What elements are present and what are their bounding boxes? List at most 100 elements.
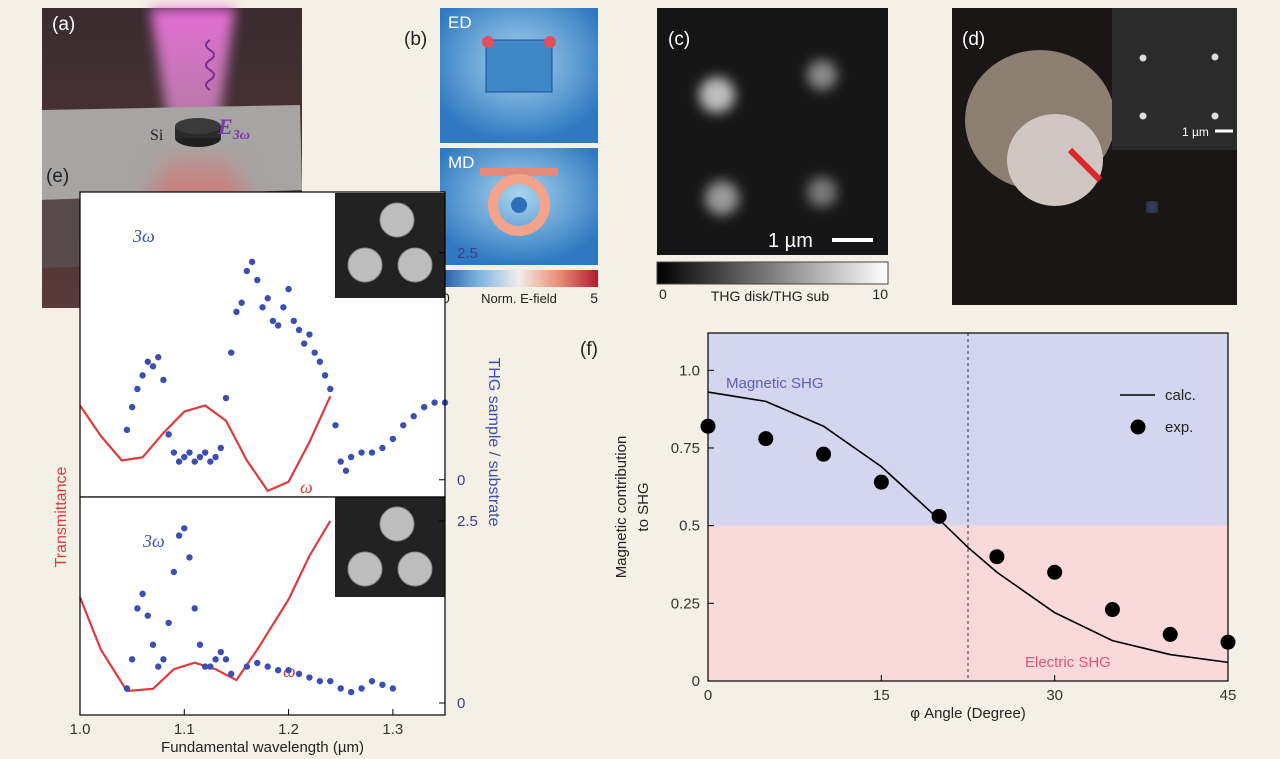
- data-point: [321, 372, 329, 379]
- data-point: [238, 299, 245, 306]
- data-point: [347, 453, 355, 461]
- lens: [1007, 114, 1103, 206]
- plot-frame: [79, 496, 446, 716]
- x-tick-label: 45: [1220, 687, 1237, 704]
- scalebar-label: 1 µm: [1182, 125, 1209, 139]
- data-point: [155, 354, 162, 361]
- legend-label: calc.: [1165, 387, 1196, 404]
- data-point: [128, 656, 136, 663]
- data-point: [222, 656, 230, 663]
- colorbar-max: 10: [872, 286, 888, 302]
- data-point: [873, 474, 889, 490]
- x-tick-label: 1.1: [174, 721, 195, 738]
- sem-disk: [379, 506, 415, 542]
- data-point: [149, 363, 157, 370]
- data-point: [311, 349, 318, 356]
- x-tick-label: 0: [704, 687, 712, 704]
- legend-swatch: [1130, 419, 1146, 435]
- data-point: [306, 331, 313, 338]
- data-point: [212, 453, 219, 461]
- data-point: [175, 458, 183, 465]
- data-point: [274, 667, 282, 674]
- data-point: [368, 449, 376, 456]
- si-disk-top: [175, 118, 221, 134]
- y-axis-label: to SHG: [635, 482, 652, 531]
- data-point: [400, 422, 407, 429]
- region-label: Magnetic SHG: [726, 375, 824, 392]
- colorbar-label: Norm. E-field: [481, 291, 557, 306]
- data-point: [175, 532, 183, 539]
- y-tick-label: 0.75: [671, 440, 700, 457]
- panel-label: (a): [52, 14, 75, 35]
- data-point: [285, 285, 292, 293]
- data-point: [155, 663, 162, 670]
- sem-disk: [347, 551, 383, 587]
- data-point: [222, 394, 230, 402]
- series-label: 3ω: [142, 531, 165, 551]
- data-point: [254, 276, 261, 284]
- data-point: [160, 656, 167, 663]
- data-point: [144, 612, 151, 619]
- y2-tick-label: 0: [457, 695, 465, 712]
- data-point: [228, 349, 235, 356]
- x-tick-label: 1.3: [382, 721, 403, 738]
- data-point: [301, 340, 308, 347]
- ed-core: [485, 39, 553, 93]
- data-point: [285, 667, 292, 674]
- data-point: [123, 685, 131, 692]
- data-point: [217, 648, 224, 656]
- data-point: [248, 258, 256, 266]
- plot-frame: [707, 332, 1229, 682]
- data-point: [280, 304, 287, 311]
- output-field: E3ω: [217, 114, 250, 143]
- data-point: [181, 453, 188, 461]
- data-point: [170, 568, 178, 576]
- y-tick-label: 0.5: [679, 518, 700, 535]
- data-point: [420, 403, 428, 411]
- map-label: ED: [448, 13, 472, 32]
- wave: [205, 39, 215, 91]
- data-point: [358, 449, 365, 456]
- data-point: [201, 663, 209, 670]
- y2-tick-label: 2.5: [457, 513, 478, 530]
- panel-b: (b) ED MD 0 Norm. E-field 5: [404, 8, 598, 306]
- data-point: [337, 458, 344, 465]
- series-line: [79, 395, 332, 493]
- data-point: [139, 372, 146, 379]
- colorbar-min: 0: [442, 290, 450, 306]
- x-axis-label: Fundamental wavelength (µm): [161, 739, 364, 756]
- region-label: Electric SHG: [1025, 654, 1111, 671]
- data-point: [269, 317, 277, 325]
- colorbar-label: THG disk/THG sub: [711, 288, 829, 304]
- data-point: [327, 677, 334, 685]
- data-point: [264, 663, 271, 670]
- data-point: [128, 403, 136, 411]
- data-point: [139, 590, 146, 598]
- data-point: [295, 326, 303, 334]
- x-tick-label: 15: [873, 687, 890, 704]
- data-point: [207, 663, 214, 670]
- inset: [1112, 8, 1237, 150]
- legend-label: exp.: [1165, 419, 1193, 436]
- panel-label: (e): [46, 166, 69, 187]
- data-point: [264, 295, 271, 302]
- y-axis-label: Magnetic contribution: [613, 436, 630, 579]
- data-point: [389, 685, 397, 692]
- map-label: MD: [448, 153, 474, 172]
- data-point: [170, 449, 178, 456]
- data-point: [186, 554, 193, 561]
- disk: [1139, 112, 1147, 120]
- data-point: [134, 385, 141, 393]
- series-label: 3ω: [132, 226, 155, 246]
- data-point: [196, 641, 204, 648]
- panel-c: (c) 1 µm 0 THG disk/THG sub 10: [656, 8, 889, 304]
- disk: [1139, 54, 1147, 62]
- disk: [1211, 112, 1219, 120]
- panel-label: (d): [962, 29, 985, 50]
- data-point: [181, 525, 188, 532]
- data-point: [1104, 602, 1120, 618]
- data-point: [165, 431, 172, 438]
- colorbar-min: 0: [659, 286, 667, 302]
- data-point: [295, 670, 303, 678]
